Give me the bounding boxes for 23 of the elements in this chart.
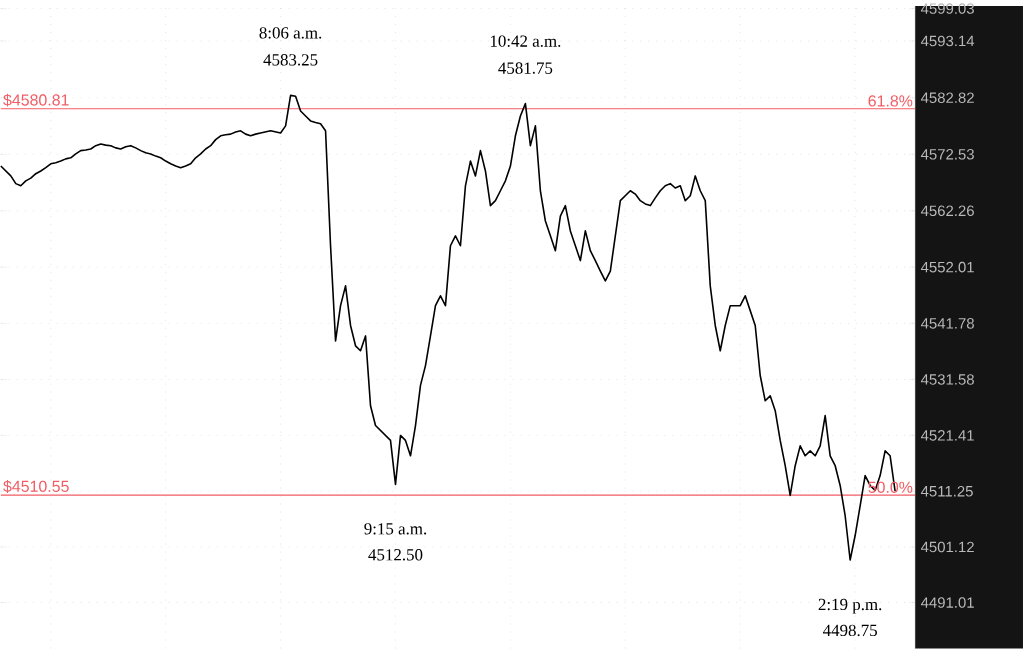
y-tick-label: 4582.82 [920,92,974,103]
annotation: 4498.75 [822,624,877,636]
y-tick-label: 4562.26 [920,205,974,216]
y-tick-label: 4599.03 [920,3,974,14]
y-tick-label: 4521.41 [920,429,974,441]
y-tick-label: 4531.58 [920,374,974,385]
y-tick-label: 4491.01 [920,597,974,608]
y-tick-label: 4593.14 [920,35,975,47]
y-tick-label: 4552.01 [920,261,974,273]
annotation: 10:42 a.m. [490,35,561,47]
annotation: 9:15 a.m. [364,522,427,535]
annotation: 4583.25 [263,53,318,66]
ref-line-label: $4580.81 [3,93,69,107]
y-tick-label: 4511.25 [920,485,973,497]
y-tick-label: 4501.12 [920,541,974,553]
ref-line-label: $4510.55 [3,479,69,493]
annotation: 8:06 a.m. [259,26,322,39]
y-tick-label: 4541.78 [920,317,974,329]
annotation: 2:19 p.m. [818,598,882,614]
y-tick-label: 4572.53 [920,148,974,160]
annotation: 61.8% [868,95,913,107]
annotation: 4512.50 [368,548,423,561]
annotation: 4581.75 [498,62,553,74]
